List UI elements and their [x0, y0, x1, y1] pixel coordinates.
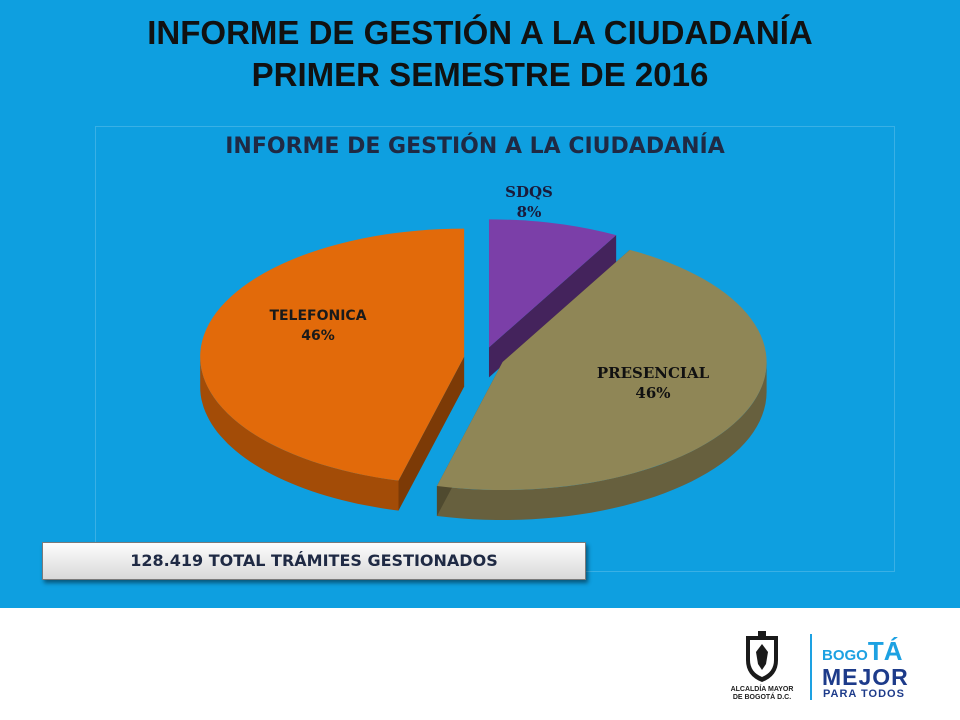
pie-slice-wall-telefonica [200, 356, 399, 511]
mejor-text: MEJOR [822, 664, 909, 690]
slice-label-value-telefonica: 46% [301, 328, 335, 344]
footer-logos: ALCALDÍA MAYOR DE BOGOTÁ D.C. BOGOTÁ MEJ… [730, 630, 950, 710]
pie-slice-telefonica [200, 228, 465, 511]
pie-chart: SDQS 8% PRESENCIAL 46% TELEFONICA 46% [200, 183, 767, 520]
pie-slice-top-telefonica [200, 228, 465, 481]
pie-slice-top-sdqs [488, 219, 617, 348]
slide-title: INFORME DE GESTIÓN A LA CIUDADANÍA PRIME… [0, 12, 960, 96]
slide-title-line1: INFORME DE GESTIÓN A LA CIUDADANÍA [147, 14, 813, 51]
slice-label-value-sdqs: 8% [517, 203, 542, 221]
para-todos-text: PARA TODOS [823, 688, 905, 700]
bogota-small-text: BOGO [822, 647, 868, 664]
slice-label-name-presencial: PRESENCIAL [597, 364, 710, 382]
pie-slice-wall-presencial [436, 362, 767, 520]
pie-slice-cut-telefonica-0 [398, 356, 465, 511]
alcaldia-line1: ALCALDÍA MAYOR [730, 686, 794, 693]
logo-divider [810, 634, 812, 700]
bogota-logo-text: BOGOTÁ [822, 636, 903, 667]
alcaldia-line2: DE BOGOTÁ D.C. [732, 694, 792, 701]
chart-title: INFORME DE GESTIÓN A LA CIUDADANÍA [225, 134, 725, 159]
pie-slice-top-presencial [436, 249, 767, 491]
slice-label-value-presencial: 46% [635, 384, 670, 402]
alcaldia-coat-of-arms-icon [746, 631, 778, 682]
pie-slice-presencial [436, 249, 767, 520]
pie-slice-cut-sdqs-1 [488, 235, 617, 378]
slice-label-name-telefonica: TELEFONICA [269, 308, 366, 324]
slice-label-name-sdqs: SDQS [505, 183, 553, 201]
alcaldia-text: ALCALDÍA MAYOR DE BOGOTÁ D.C. [730, 686, 794, 702]
total-tramites-box: 128.419 TOTAL TRÁMITES GESTIONADOS [42, 542, 586, 580]
slide-title-line2: PRIMER SEMESTRE DE 2016 [251, 56, 709, 93]
bogota-big-text: TÁ [867, 636, 903, 666]
pie-slice-sdqs [488, 219, 617, 378]
